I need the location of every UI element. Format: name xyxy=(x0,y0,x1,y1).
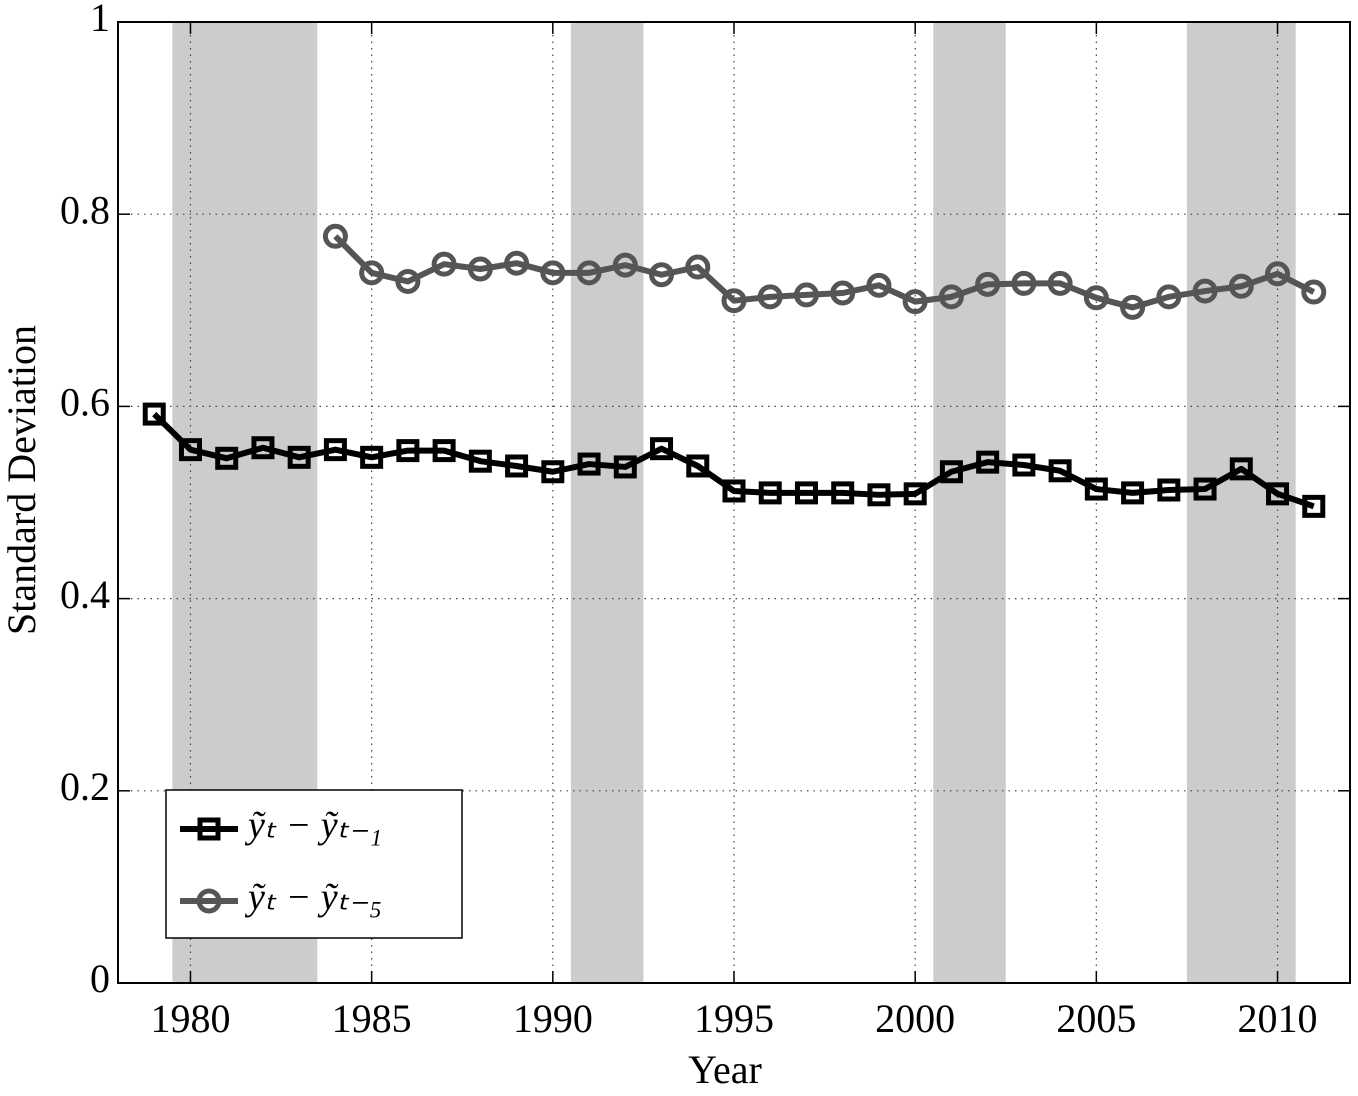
x-axis-label: Year xyxy=(688,1047,762,1092)
data-point xyxy=(976,450,1000,474)
legend-marker xyxy=(196,888,222,914)
data-point xyxy=(1265,261,1291,287)
data-point xyxy=(830,280,856,306)
data-point xyxy=(541,460,565,484)
data-point xyxy=(1302,494,1326,518)
data-point xyxy=(902,289,928,315)
data-point xyxy=(432,439,456,463)
y-tick-label: 0.6 xyxy=(60,380,110,425)
data-point xyxy=(323,438,347,462)
data-point xyxy=(757,284,783,310)
data-point xyxy=(322,223,348,249)
recession-band xyxy=(570,22,644,983)
data-point xyxy=(686,454,710,478)
series-line xyxy=(333,234,1316,311)
data-point xyxy=(939,460,963,484)
data-point xyxy=(287,445,311,469)
data-point xyxy=(215,446,239,470)
data-point xyxy=(613,455,637,479)
y-tick-label: 0 xyxy=(90,956,110,1001)
data-point xyxy=(722,479,746,503)
data-point xyxy=(685,254,711,280)
x-tick-label: 1990 xyxy=(513,996,593,1041)
data-point xyxy=(1192,278,1218,304)
data-point xyxy=(831,481,855,505)
x-tick-label: 1995 xyxy=(694,996,774,1041)
data-point xyxy=(431,251,457,277)
data-point xyxy=(395,268,421,294)
legend-label: ỹₜ − ỹₜ₋₁ xyxy=(244,805,382,847)
axes-box xyxy=(117,21,1351,984)
y-tick-label: 0.8 xyxy=(60,187,110,232)
data-point xyxy=(1012,453,1036,477)
data-point xyxy=(866,272,892,298)
data-point xyxy=(938,284,964,310)
data-point xyxy=(178,438,202,462)
data-point xyxy=(505,454,529,478)
data-point xyxy=(1048,459,1072,483)
data-point xyxy=(540,260,566,286)
legend-box xyxy=(165,789,463,939)
data-point xyxy=(576,260,602,286)
legend-label: ỹₜ − ỹₜ₋₅ xyxy=(244,877,382,919)
data-point xyxy=(1193,477,1217,501)
data-point xyxy=(650,437,674,461)
data-point xyxy=(1011,270,1037,296)
data-point xyxy=(396,439,420,463)
data-point xyxy=(1047,270,1073,296)
data-point xyxy=(1229,457,1253,481)
data-point xyxy=(1121,481,1145,505)
y-tick-label: 0.2 xyxy=(60,764,110,809)
data-point xyxy=(577,452,601,476)
data-point xyxy=(1120,294,1146,320)
data-point xyxy=(504,250,530,276)
y-axis-label: Standard Deviation xyxy=(0,325,44,635)
x-tick-label: 2005 xyxy=(1056,996,1136,1041)
data-point xyxy=(468,449,492,473)
data-point xyxy=(758,481,782,505)
y-tick-label: 0.4 xyxy=(60,572,110,617)
recession-band xyxy=(933,22,1006,983)
data-point xyxy=(142,402,166,426)
data-point xyxy=(649,262,675,288)
data-point xyxy=(467,256,493,282)
legend-marker xyxy=(197,817,221,841)
data-point xyxy=(1228,273,1254,299)
data-point xyxy=(360,445,384,469)
x-tick-label: 2010 xyxy=(1238,996,1318,1041)
data-point xyxy=(359,260,385,286)
y-tick-label: 1 xyxy=(90,0,110,40)
data-point xyxy=(721,288,747,314)
data-point xyxy=(251,436,275,460)
data-point xyxy=(1301,279,1327,305)
data-point xyxy=(1157,478,1181,502)
data-point xyxy=(793,282,819,308)
series-line xyxy=(152,411,1315,510)
data-point xyxy=(903,482,927,506)
data-point xyxy=(794,481,818,505)
data-point xyxy=(867,483,891,507)
data-point xyxy=(975,271,1001,297)
data-point xyxy=(612,252,638,278)
data-point xyxy=(1266,482,1290,506)
x-tick-label: 1985 xyxy=(332,996,412,1041)
data-point xyxy=(1083,285,1109,311)
x-tick-label: 2000 xyxy=(875,996,955,1041)
data-point xyxy=(1156,284,1182,310)
data-point xyxy=(1084,477,1108,501)
x-tick-label: 1980 xyxy=(150,996,230,1041)
